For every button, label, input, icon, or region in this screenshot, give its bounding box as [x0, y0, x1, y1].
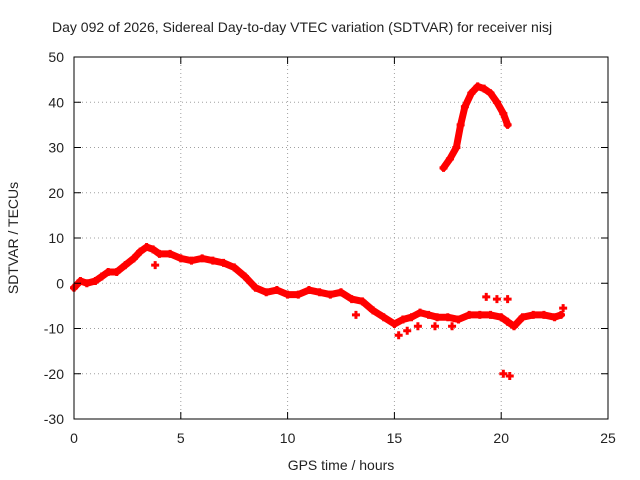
data-point: [240, 272, 249, 281]
data-point: [136, 247, 145, 256]
data-point: [326, 290, 335, 299]
x-tick-label: 20: [493, 430, 509, 446]
data-point: [337, 288, 345, 297]
y-tick-label: 40: [48, 94, 64, 110]
data-point: [82, 279, 91, 288]
data-point: [475, 310, 484, 319]
data-point: [304, 286, 313, 295]
y-tick-label: 30: [48, 140, 64, 156]
data-point: [486, 89, 495, 98]
data-point: [198, 254, 207, 263]
data-point: [497, 313, 506, 322]
x-tick-label: 25: [600, 430, 616, 446]
data-point: [465, 310, 474, 319]
data-point: [155, 249, 164, 258]
data-point: [499, 369, 508, 378]
data-point: [413, 322, 422, 331]
data-point: [407, 313, 416, 322]
data-point: [403, 326, 412, 335]
data-point: [142, 243, 151, 252]
data-point: [176, 254, 185, 263]
data-point: [230, 263, 239, 272]
data-point: [315, 288, 324, 297]
y-tick-label: -20: [44, 366, 64, 382]
data-point: [283, 290, 292, 299]
x-tick-label: 0: [70, 430, 78, 446]
data-point: [505, 372, 514, 381]
y-axis-label: SDTVAR / TECUs: [5, 182, 21, 294]
data-point: [503, 317, 512, 326]
data-point: [499, 109, 508, 118]
data-point: [416, 308, 425, 317]
data-point: [394, 331, 403, 340]
data-point: [503, 295, 512, 304]
data-point: [467, 89, 476, 98]
data-point: [398, 315, 407, 324]
x-tick-label: 10: [280, 430, 296, 446]
data-point: [104, 267, 113, 276]
data-point: [347, 295, 356, 304]
data-point: [482, 292, 491, 301]
y-tick-label: -10: [44, 321, 64, 337]
data-point: [492, 98, 501, 107]
data-point: [272, 286, 281, 295]
data-point: [454, 315, 463, 324]
axis-ticks: 0 5 10 15 20 25 -30 -20 -10 0 10 20 30 40 50: [44, 49, 616, 446]
data-point: [187, 256, 196, 265]
data-point: [358, 297, 367, 306]
y-tick-label: 10: [48, 230, 64, 246]
data-point: [149, 245, 158, 254]
x-axis-label: GPS time / hours: [288, 457, 395, 473]
data-point: [448, 322, 457, 331]
data-point: [219, 258, 228, 267]
data-point: [559, 304, 568, 313]
x-tick-label: 15: [387, 430, 403, 446]
y-tick-label: 20: [48, 185, 64, 201]
data-point: [452, 143, 461, 152]
data-point: [151, 261, 160, 270]
grid-lines: [74, 57, 608, 419]
y-tick-label: 0: [56, 275, 64, 291]
data-point: [518, 313, 527, 322]
data-point: [460, 102, 469, 111]
data-point: [445, 154, 454, 163]
data-point: [424, 310, 433, 319]
data-point: [390, 319, 399, 328]
data-point: [439, 163, 448, 172]
data-point: [97, 272, 106, 281]
data-point: [473, 82, 482, 91]
data-point: [251, 283, 260, 292]
data-point: [430, 322, 439, 331]
data-point: [550, 313, 559, 322]
data-point: [433, 313, 442, 322]
data-point: [480, 84, 489, 93]
data-point: [557, 310, 566, 319]
data-point: [510, 322, 519, 331]
data-point: [351, 310, 360, 319]
data-point: [262, 288, 271, 297]
data-point: [443, 313, 452, 322]
y-tick-label: 50: [48, 49, 64, 65]
data-point: [492, 295, 501, 304]
y-tick-label: -30: [44, 411, 64, 427]
data-point: [91, 276, 100, 285]
x-tick-label: 5: [177, 430, 185, 446]
data-point: [369, 306, 378, 315]
data-point: [486, 310, 495, 319]
data-point: [166, 249, 175, 258]
data-point: [129, 254, 138, 263]
data-points: [70, 82, 568, 381]
data-point: [529, 310, 538, 319]
data-point: [294, 290, 303, 299]
chart-title: Day 092 of 2026, Sidereal Day-to-day VTE…: [52, 19, 552, 35]
data-point: [456, 120, 465, 129]
data-point: [503, 120, 512, 129]
data-point: [539, 310, 548, 319]
data-point: [121, 261, 130, 270]
data-point: [112, 267, 121, 276]
data-point: [379, 313, 388, 322]
data-point: [208, 256, 217, 265]
